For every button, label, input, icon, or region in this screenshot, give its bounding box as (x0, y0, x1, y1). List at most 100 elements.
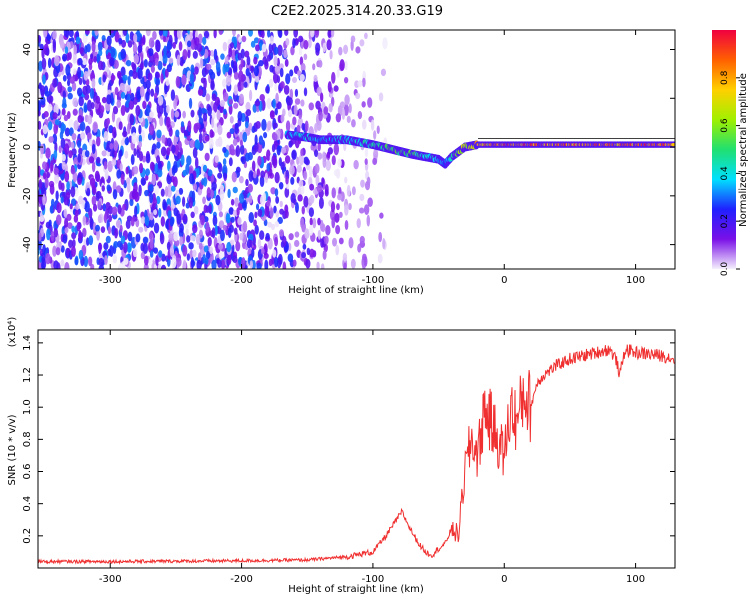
spectrogram-cell (38, 88, 41, 100)
spectrogram-cell (96, 156, 101, 164)
spectrogram-cell (62, 234, 68, 244)
spectrogram-cell (138, 151, 144, 162)
spectrogram-cell (238, 192, 245, 204)
spectrogram-cell (112, 189, 118, 200)
spectrogram-cell (78, 249, 84, 260)
spectrogram-cell (277, 30, 282, 38)
spectrogram-cell (279, 67, 284, 78)
spectrogram-cell (233, 65, 238, 73)
spectrogram-cell (241, 201, 247, 209)
spectrogram-cell (60, 259, 65, 267)
spectrogram-cell (115, 219, 121, 228)
spectrogram-cell (263, 131, 268, 139)
spectrogram-cell (346, 184, 351, 197)
spectrogram-cell (67, 92, 73, 100)
spectrogram-cell (304, 120, 309, 132)
spectrogram-cell (174, 144, 179, 155)
spectrogram-cell (160, 216, 165, 227)
spectrogram-cell (102, 74, 107, 83)
spectrogram-cell (318, 59, 323, 68)
spectrogram-cell (247, 183, 253, 193)
spectrogram-cell (166, 104, 170, 114)
spectrogram-cell (237, 52, 243, 61)
spectrogram-cell (274, 82, 278, 92)
spectrogram-cell (89, 177, 96, 187)
spectrogram-cell (222, 92, 229, 102)
spectrogram-cell (150, 65, 155, 73)
colorbar-tick-label: 0.8 (720, 70, 730, 85)
spectrogram-cell (275, 210, 280, 218)
spectrogram-cell (125, 166, 129, 175)
spectrogram-cell (326, 39, 332, 51)
spectrogram-cell (220, 229, 225, 242)
spectrogram-cell (187, 49, 191, 59)
spectrogram-cell (204, 152, 210, 162)
spectrogram-cell (114, 31, 120, 43)
spectrogram-cell (257, 208, 263, 217)
spectrogram-cell (236, 207, 240, 216)
spectrogram-cell (147, 72, 153, 81)
spectrogram-cell (91, 78, 96, 89)
spectrogram-cell (157, 160, 162, 169)
spectrogram-cell (173, 231, 179, 242)
spectrogram-cell (44, 90, 50, 97)
spectrogram-cell (319, 219, 324, 232)
spectrogram-cell (153, 247, 159, 254)
spectrogram-cell (125, 60, 132, 67)
spectrogram-cell (324, 189, 329, 197)
spectrogram-cell (77, 177, 82, 186)
spectrogram-cell (149, 250, 154, 258)
spectrogram-cell (308, 224, 314, 236)
spectrogram-cell (314, 30, 320, 38)
spectrogram-cell (318, 197, 324, 209)
spectrogram-cell (140, 251, 146, 260)
spectrogram-cell (153, 184, 160, 195)
spectrogram-cell (261, 30, 265, 39)
spectrogram-cell (42, 193, 46, 206)
spectrogram-cell (298, 109, 303, 120)
spectrogram-cell (176, 257, 182, 267)
spectrogram-cell (266, 200, 271, 207)
spectrogram-cell (83, 70, 89, 81)
spectrogram-cell (110, 74, 116, 81)
spectrogram-cell (252, 171, 257, 179)
spectrogram-cell (335, 244, 340, 256)
spectrogram-cell (273, 46, 279, 55)
spectrogram-cell (117, 263, 124, 269)
spectrogram-cell (166, 41, 171, 52)
spectrogram-cell (88, 235, 94, 246)
spectrogram-cell (332, 237, 338, 247)
spectrogram-cell (175, 75, 181, 88)
signal-cell (671, 143, 675, 147)
spectrogram-cell (171, 258, 177, 269)
spectrogram-cell (138, 141, 143, 148)
spectrogram-cell (287, 97, 293, 106)
spectrogram-cell (300, 217, 305, 229)
spectrogram-cell (312, 63, 316, 71)
spectrogram-cell (169, 245, 174, 258)
spectrogram-cell (211, 259, 217, 269)
spectrogram-cell (331, 216, 336, 229)
spectrogram-cell (66, 213, 72, 222)
spectrogram-cell (291, 149, 297, 160)
spectrogram-cell (83, 255, 89, 268)
spectrogram-cell (153, 222, 160, 234)
spectrogram-cell (350, 35, 356, 43)
spectrogram-cell (111, 159, 117, 166)
spectrogram-cell (122, 30, 128, 36)
spectrogram-cell (55, 214, 62, 226)
spectrogram-cell (156, 195, 161, 205)
spectrogram-cell (182, 259, 187, 269)
spectrogram-cell (357, 243, 362, 253)
spectrogram-cell (284, 58, 289, 67)
spectrogram-cell (42, 244, 46, 255)
spectrogram-cell (68, 119, 74, 128)
spectrogram-cell (253, 219, 257, 227)
spectrogram-cell (123, 241, 128, 254)
spectrogram-cell (53, 227, 58, 238)
spectrogram-cell (207, 236, 212, 247)
y-tick-label: 1.0 (22, 399, 33, 415)
spectrogram-cell (273, 205, 277, 214)
spectrogram-cell (248, 170, 254, 182)
spectrogram-cell (61, 53, 68, 62)
